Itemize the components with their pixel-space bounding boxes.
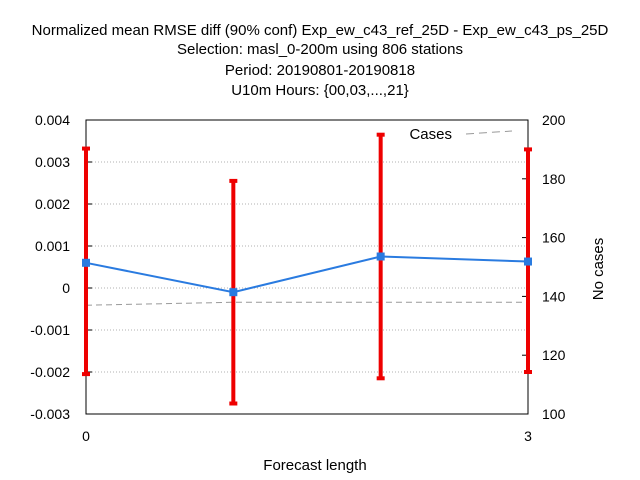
y-axis-label-right: No cases	[590, 238, 607, 301]
y-tick-label-left: 0.004	[35, 112, 70, 128]
rmse-diff-line	[85, 255, 529, 294]
y-tick-label-right: 180	[542, 171, 566, 187]
x-axis-label: Forecast length	[263, 457, 366, 474]
y-tick-label-right: 120	[542, 347, 566, 363]
chart-title-line-4: U10m Hours: {00,03,...,21}	[231, 82, 409, 99]
y-tick-label-right: 200	[542, 112, 566, 128]
x-tick-label: 0	[82, 428, 90, 444]
y-tick-label-left: -0.002	[30, 364, 70, 380]
x-tick-label: 3	[524, 428, 532, 444]
y-tick-label-left: 0.002	[35, 196, 70, 212]
y-tick-label-right: 140	[542, 288, 566, 304]
legend-label-cases: Cases	[409, 126, 452, 143]
legend-swatch-cases	[465, 130, 513, 135]
chart-title-line-3: Period: 20190801-20190818	[224, 62, 416, 79]
y-tick-label-left: -0.001	[30, 322, 70, 338]
data-point	[376, 252, 385, 261]
chart-title-line-2: Selection: masl_0-200m using 806 station…	[177, 41, 463, 58]
y-tick-label-left: 0	[62, 280, 70, 296]
plot-frame	[85, 119, 529, 415]
y-tick-label-left: 0.001	[35, 238, 70, 254]
chart-title-line-1: Normalized mean RMSE diff (90% conf) Exp…	[31, 22, 609, 39]
cases-line	[85, 301, 528, 306]
y-tick-label-left: 0.003	[35, 154, 70, 170]
data-point	[82, 258, 90, 267]
data-point	[524, 257, 532, 266]
y-tick-label-right: 160	[542, 230, 566, 246]
y-tick-label-left: -0.003	[30, 406, 70, 422]
y-tick-label-right: 100	[542, 406, 566, 422]
data-point	[229, 288, 238, 297]
